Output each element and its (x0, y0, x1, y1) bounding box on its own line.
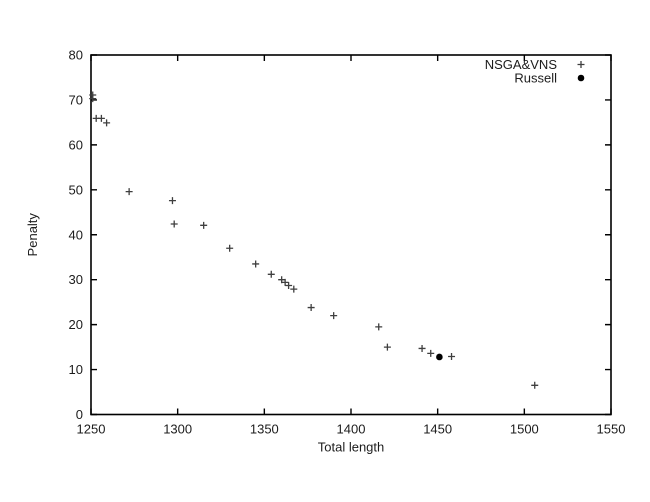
data-point (330, 312, 338, 320)
x-tick-label: 1400 (337, 422, 366, 437)
y-axis-label: Penalty (25, 213, 40, 257)
data-point (97, 114, 105, 122)
plot-border (90, 54, 612, 416)
data-point (200, 221, 208, 229)
y-tick-label: 30 (69, 272, 83, 287)
legend-label: NSGA&VNS (485, 57, 558, 72)
data-point (436, 353, 443, 361)
data-point (531, 381, 539, 389)
data-point (427, 349, 435, 357)
x-tick-label: 1450 (423, 422, 452, 437)
data-point (285, 282, 293, 290)
data-point (125, 188, 133, 196)
data-point (375, 323, 383, 331)
data-point (103, 119, 111, 127)
data-point (226, 244, 234, 252)
legend-label: Russell (514, 71, 557, 86)
y-tick-label: 0 (76, 407, 83, 422)
x-tick-label: 1250 (77, 422, 106, 437)
y-tick-label: 40 (69, 227, 83, 242)
data-point (307, 304, 315, 312)
legend-marker-plus (577, 61, 585, 68)
y-tick-label: 60 (69, 137, 83, 152)
data-point (448, 353, 456, 361)
y-tick-label: 80 (69, 48, 83, 63)
data-point (267, 270, 275, 278)
x-tick-label: 1350 (250, 422, 279, 437)
series-russell (436, 353, 443, 361)
x-axis-label: Total length (318, 440, 385, 455)
y-tick-label: 50 (69, 182, 83, 197)
data-point (168, 197, 176, 205)
y-tick-label: 70 (69, 92, 83, 107)
x-tick-label: 1300 (163, 422, 192, 437)
data-point (383, 343, 391, 351)
y-tick-label: 10 (69, 362, 83, 377)
data-point (252, 260, 260, 268)
x-tick-label: 1500 (510, 422, 539, 437)
data-point (290, 285, 298, 293)
data-point (418, 344, 426, 352)
data-point (170, 220, 178, 228)
legend-marker-dot (577, 74, 585, 82)
x-tick-label: 1550 (597, 422, 626, 437)
series-nsga-vns (89, 91, 539, 389)
y-tick-label: 20 (69, 317, 83, 332)
data-point (89, 95, 97, 103)
data-point (281, 278, 289, 286)
